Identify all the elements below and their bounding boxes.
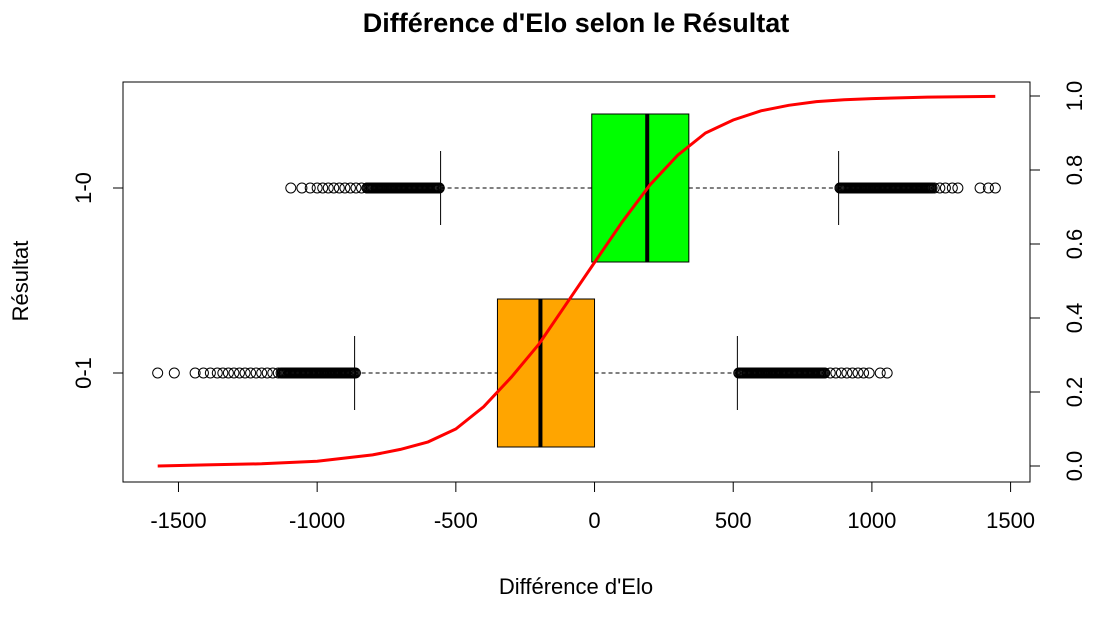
outlier-point <box>239 367 251 379</box>
outlier-point <box>952 182 964 194</box>
outlier-point <box>982 182 994 194</box>
axes-layer: -1500 -1000 -500 0 500 1000 1500 0-1 1-0 0.0 0.2 0.… <box>71 81 1087 533</box>
x-tick-label: 1000 <box>847 508 896 533</box>
outlier-point <box>211 367 223 379</box>
outlier-point <box>197 367 209 379</box>
outlier-point <box>311 182 323 194</box>
secondary-tick-label: 1.0 <box>1062 81 1087 112</box>
y-tick-label: 1-0 <box>71 172 96 204</box>
outlier-point <box>228 367 240 379</box>
outlier-point <box>168 367 180 379</box>
outlier-point <box>858 367 870 379</box>
boxplot-layer <box>152 113 1001 448</box>
outlier-point <box>304 182 316 194</box>
outlier-point <box>333 182 345 194</box>
outlier-band-low-0-1 <box>275 367 361 379</box>
x-tick-label: 1500 <box>986 508 1035 533</box>
x-tick-label: -1500 <box>150 508 206 533</box>
outlier-point <box>189 367 201 379</box>
outlier-band-high-1-0 <box>834 182 938 194</box>
outlier-point <box>204 367 216 379</box>
y-axis-label: Résultat <box>8 241 33 322</box>
x-tick-label: 500 <box>715 508 752 533</box>
y-tick-label: 0-1 <box>71 357 96 389</box>
outlier-point <box>328 182 340 194</box>
outlier-point <box>939 182 951 194</box>
outlier-point <box>824 367 836 379</box>
outlier-point <box>863 367 875 379</box>
outlier-point <box>339 182 351 194</box>
outlier-point <box>830 367 842 379</box>
outlier-point <box>296 182 308 194</box>
x-axis-label: Différence d'Elo <box>499 574 653 599</box>
logistic-curve <box>157 94 996 468</box>
outlier-point <box>926 182 938 194</box>
outlier-point <box>344 182 356 194</box>
outlier-point <box>152 367 164 379</box>
outlier-band-high-0-1 <box>733 367 830 379</box>
secondary-tick-label: 0.2 <box>1062 377 1087 408</box>
secondary-tick-label: 0.8 <box>1062 155 1087 186</box>
outlier-point <box>350 182 362 194</box>
secondary-tick-label: 0.6 <box>1062 229 1087 260</box>
outlier-point <box>261 367 273 379</box>
outlier-point <box>989 182 1001 194</box>
outlier-point <box>835 367 847 379</box>
outlier-point <box>250 367 262 379</box>
outlier-point <box>852 367 864 379</box>
outlier-point <box>322 182 334 194</box>
outlier-point <box>349 367 361 379</box>
outlier-point <box>433 182 445 194</box>
outlier-point <box>881 367 893 379</box>
outlier-point <box>233 367 245 379</box>
chart-title: Différence d'Elo selon le Résultat <box>363 8 790 38</box>
outlier-point <box>874 367 886 379</box>
outlier-point <box>317 182 329 194</box>
curve-layer <box>157 94 996 468</box>
outlier-point <box>974 182 986 194</box>
outlier-point <box>841 367 853 379</box>
outlier-point <box>272 367 284 379</box>
box-0-1 <box>496 298 596 448</box>
outlier-point <box>818 367 830 379</box>
secondary-tick-label: 0.4 <box>1062 303 1087 334</box>
outlier-point <box>256 367 268 379</box>
outlier-point <box>245 367 257 379</box>
outlier-point <box>267 367 279 379</box>
box-1-0 <box>591 113 690 263</box>
outlier-band-low-1-0 <box>361 182 445 194</box>
secondary-tick-label: 0.0 <box>1062 451 1087 482</box>
outlier-point <box>285 182 297 194</box>
outlier-point <box>846 367 858 379</box>
outlier-point <box>222 367 234 379</box>
x-tick-label: 0 <box>588 508 600 533</box>
x-tick-label: -500 <box>434 508 478 533</box>
x-tick-label: -1000 <box>289 508 345 533</box>
outlier-point <box>217 367 229 379</box>
outlier-point <box>946 182 958 194</box>
